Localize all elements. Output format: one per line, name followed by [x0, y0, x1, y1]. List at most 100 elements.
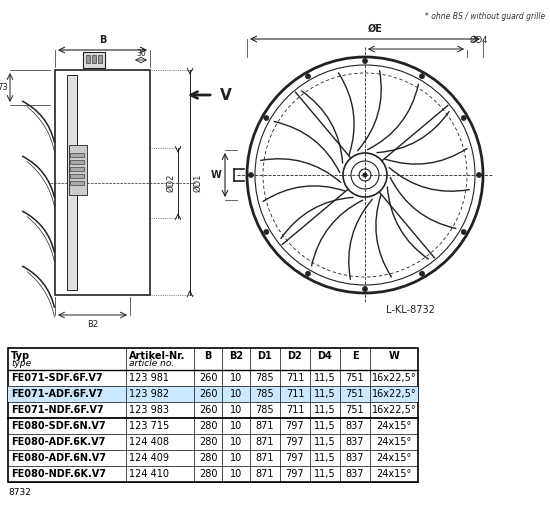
Circle shape — [305, 74, 311, 79]
Text: 123 982: 123 982 — [129, 389, 169, 399]
Text: 10: 10 — [230, 453, 242, 463]
Bar — [98, 55, 102, 63]
Text: 785: 785 — [256, 373, 274, 383]
FancyArrowPatch shape — [390, 177, 456, 228]
Bar — [8, 386, 418, 402]
Text: 260: 260 — [199, 405, 217, 415]
FancyArrowPatch shape — [27, 272, 54, 317]
FancyArrowPatch shape — [274, 122, 340, 173]
Text: ØD2: ØD2 — [166, 174, 175, 192]
Text: 30: 30 — [136, 49, 146, 58]
Circle shape — [476, 173, 481, 177]
Text: 260: 260 — [199, 389, 217, 399]
Text: 10: 10 — [230, 421, 242, 431]
Text: 124 410: 124 410 — [129, 469, 169, 479]
FancyArrowPatch shape — [339, 73, 354, 156]
Text: 260: 260 — [199, 373, 217, 383]
Text: B: B — [204, 351, 212, 361]
Text: B2: B2 — [229, 351, 243, 361]
Text: 797: 797 — [285, 469, 304, 479]
Bar — [70, 174, 84, 178]
Text: FE080-ADF.6K.V7: FE080-ADF.6K.V7 — [11, 437, 106, 447]
Bar — [70, 181, 84, 185]
Text: 11,5: 11,5 — [314, 421, 336, 431]
Text: 124 408: 124 408 — [129, 437, 169, 447]
Text: 280: 280 — [199, 453, 217, 463]
Text: 123 981: 123 981 — [129, 373, 169, 383]
Text: L-KL-8732: L-KL-8732 — [386, 305, 435, 315]
Bar — [83, 52, 105, 68]
Text: article no.: article no. — [129, 360, 174, 369]
Text: 11,5: 11,5 — [314, 389, 336, 399]
Text: 11,5: 11,5 — [314, 405, 336, 415]
Text: Artikel-Nr.: Artikel-Nr. — [129, 351, 185, 361]
Text: FE071-NDF.6F.V7: FE071-NDF.6F.V7 — [11, 405, 103, 415]
Text: 11,5: 11,5 — [314, 453, 336, 463]
Text: 837: 837 — [346, 437, 364, 447]
FancyArrowPatch shape — [23, 211, 54, 252]
Text: 797: 797 — [285, 453, 304, 463]
Text: 16x22,5°: 16x22,5° — [372, 373, 416, 383]
Text: 10: 10 — [230, 405, 242, 415]
Text: 24x15°: 24x15° — [376, 437, 411, 447]
Text: 11,5: 11,5 — [314, 373, 336, 383]
FancyArrowPatch shape — [23, 101, 54, 142]
Text: D2: D2 — [288, 351, 303, 361]
FancyArrowPatch shape — [376, 194, 392, 277]
Text: Typ: Typ — [11, 351, 30, 361]
Text: ØD4: ØD4 — [470, 36, 488, 45]
Text: W: W — [389, 351, 399, 361]
Text: 280: 280 — [199, 469, 217, 479]
Text: 751: 751 — [346, 373, 364, 383]
Text: 123 983: 123 983 — [129, 405, 169, 415]
Bar — [67, 75, 77, 290]
Text: 11,5: 11,5 — [314, 437, 336, 447]
Circle shape — [461, 229, 466, 234]
Text: 10: 10 — [230, 437, 242, 447]
Text: FE071-SDF.6F.V7: FE071-SDF.6F.V7 — [11, 373, 103, 383]
Text: 280: 280 — [199, 437, 217, 447]
Text: 280: 280 — [199, 421, 217, 431]
Text: 785: 785 — [256, 405, 274, 415]
Circle shape — [420, 271, 425, 276]
Bar — [70, 153, 84, 157]
Text: 871: 871 — [256, 437, 274, 447]
Text: V: V — [220, 87, 232, 103]
Text: * ohne BS / without guard grille: * ohne BS / without guard grille — [425, 12, 545, 21]
Text: 711: 711 — [286, 373, 304, 383]
Text: B: B — [99, 35, 106, 45]
Text: 871: 871 — [256, 469, 274, 479]
Text: 16x22,5°: 16x22,5° — [372, 389, 416, 399]
Bar — [86, 55, 90, 63]
FancyArrowPatch shape — [367, 84, 419, 150]
FancyArrowPatch shape — [384, 148, 467, 164]
Circle shape — [305, 271, 311, 276]
Text: 10: 10 — [230, 389, 242, 399]
Text: type: type — [11, 360, 31, 369]
FancyArrowPatch shape — [377, 112, 449, 153]
Text: FE071-ADF.6F.V7: FE071-ADF.6F.V7 — [11, 389, 103, 399]
Circle shape — [249, 173, 254, 177]
Text: D4: D4 — [318, 351, 332, 361]
FancyArrowPatch shape — [263, 186, 345, 201]
Text: ØD1: ØD1 — [193, 173, 202, 192]
Text: 871: 871 — [256, 453, 274, 463]
Text: 16x22,5°: 16x22,5° — [372, 405, 416, 415]
Text: W: W — [210, 170, 221, 180]
Text: FE080-ADF.6N.V7: FE080-ADF.6N.V7 — [11, 453, 106, 463]
Text: 11,5: 11,5 — [314, 469, 336, 479]
Text: 751: 751 — [346, 389, 364, 399]
Text: 10: 10 — [230, 469, 242, 479]
Circle shape — [461, 116, 466, 121]
Circle shape — [362, 59, 367, 64]
Text: 24x15°: 24x15° — [376, 453, 411, 463]
FancyArrowPatch shape — [27, 162, 54, 207]
FancyArrowPatch shape — [349, 199, 372, 279]
Text: 797: 797 — [285, 437, 304, 447]
Text: WITT: WITT — [104, 394, 256, 446]
Bar — [70, 167, 84, 171]
Text: E: E — [351, 351, 358, 361]
FancyArrowPatch shape — [27, 217, 54, 262]
Text: ØE: ØE — [367, 24, 382, 34]
Text: 10: 10 — [230, 373, 242, 383]
